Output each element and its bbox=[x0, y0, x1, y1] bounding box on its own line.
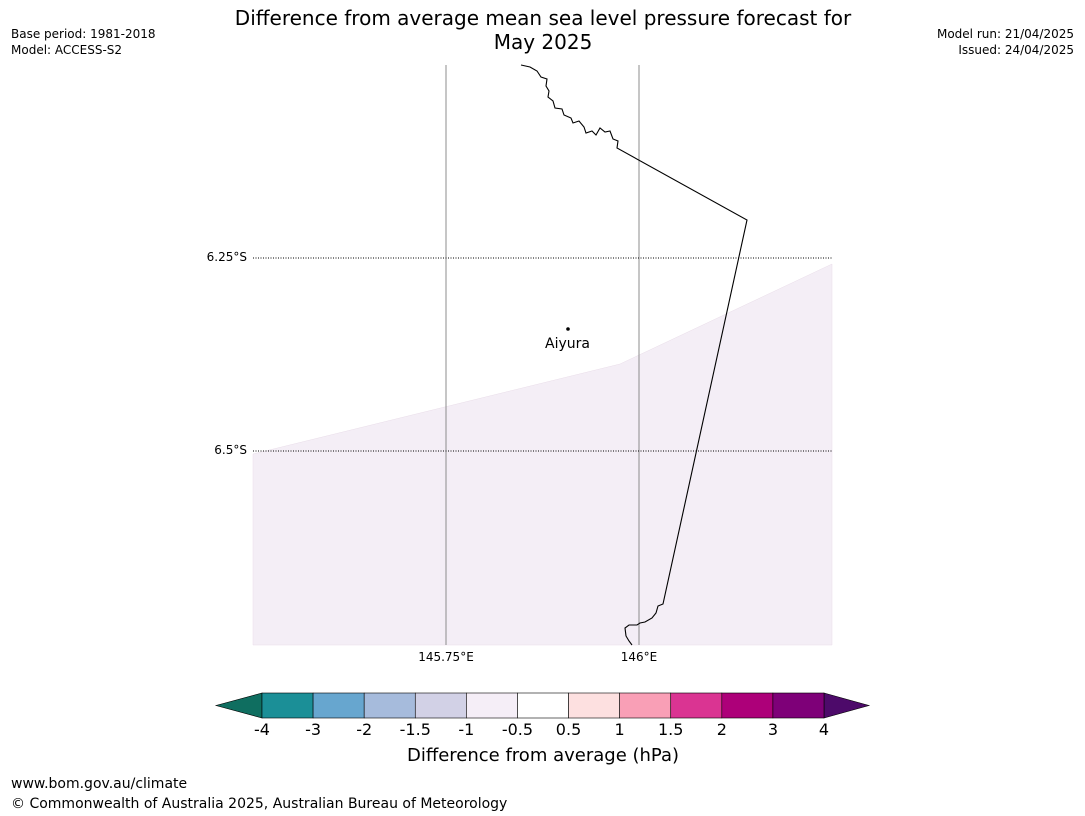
colorbar-segment bbox=[466, 692, 518, 719]
colorbar-segment bbox=[363, 692, 416, 719]
colorbar-tick-label: -1.5 bbox=[399, 720, 431, 739]
issued-text: Issued: 24/04/2025 bbox=[958, 43, 1074, 57]
colorbar-segment bbox=[772, 692, 825, 719]
meta-left: Base period: 1981-2018 Model: ACCESS-S2 bbox=[11, 26, 156, 58]
colorbar-segment bbox=[414, 692, 467, 719]
border-line bbox=[520, 64, 748, 646]
model-text: Model: ACCESS-S2 bbox=[11, 43, 123, 57]
lat-label-6-25: 6.25°S bbox=[206, 250, 247, 264]
colorbar-tick-label: -4 bbox=[254, 720, 270, 739]
colorbar-over-triangle bbox=[823, 692, 871, 719]
title-line-1: Difference from average mean sea level p… bbox=[234, 6, 852, 30]
lon-label-145-75: 145.75°E bbox=[418, 650, 474, 664]
colorbar-tick-label: 1.5 bbox=[657, 720, 684, 739]
footer-url: www.bom.gov.au/climate bbox=[11, 776, 188, 792]
anomaly-shaded-region bbox=[252, 263, 833, 646]
aiyura-marker bbox=[566, 327, 570, 331]
colorbar-segment bbox=[670, 692, 723, 719]
colorbar-tick-label: -0.5 bbox=[501, 720, 534, 739]
colorbar-segment bbox=[568, 692, 620, 719]
place-label-aiyura: Aiyura bbox=[545, 336, 590, 352]
colorbar bbox=[261, 692, 825, 719]
model-run-text: Model run: 21/04/2025 bbox=[936, 27, 1074, 41]
meta-right: Model run: 21/04/2025 Issued: 24/04/2025 bbox=[937, 26, 1074, 58]
chart-title: Difference from average mean sea level p… bbox=[200, 6, 886, 54]
lon-label-146: 146°E bbox=[620, 650, 658, 664]
base-period-text: Base period: 1981-2018 bbox=[11, 27, 156, 41]
colorbar-tick-label: 0.5 bbox=[555, 720, 582, 739]
colorbar-tick-label: -2 bbox=[356, 720, 373, 739]
title-line-2: May 2025 bbox=[493, 30, 593, 54]
colorbar-tick-label: 2 bbox=[716, 720, 727, 739]
colorbar-segment bbox=[261, 692, 314, 719]
colorbar-under-triangle bbox=[214, 692, 263, 719]
lat-label-6-5: 6.5°S bbox=[214, 443, 247, 457]
colorbar-segment bbox=[312, 692, 365, 719]
footer-copyright: © Commonwealth of Australia 2025, Austra… bbox=[11, 796, 508, 812]
colorbar-tick-label: 1 bbox=[614, 720, 625, 739]
colorbar-label: Difference from average (hPa) bbox=[406, 745, 680, 766]
colorbar-tick-label: 4 bbox=[818, 720, 830, 739]
colorbar-segment bbox=[721, 692, 774, 719]
colorbar-tick-label: -3 bbox=[305, 720, 322, 739]
colorbar-tick-label: -1 bbox=[458, 720, 475, 739]
colorbar-segment bbox=[619, 692, 672, 719]
colorbar-segment bbox=[517, 692, 569, 719]
colorbar-tick-label: 3 bbox=[767, 720, 778, 739]
